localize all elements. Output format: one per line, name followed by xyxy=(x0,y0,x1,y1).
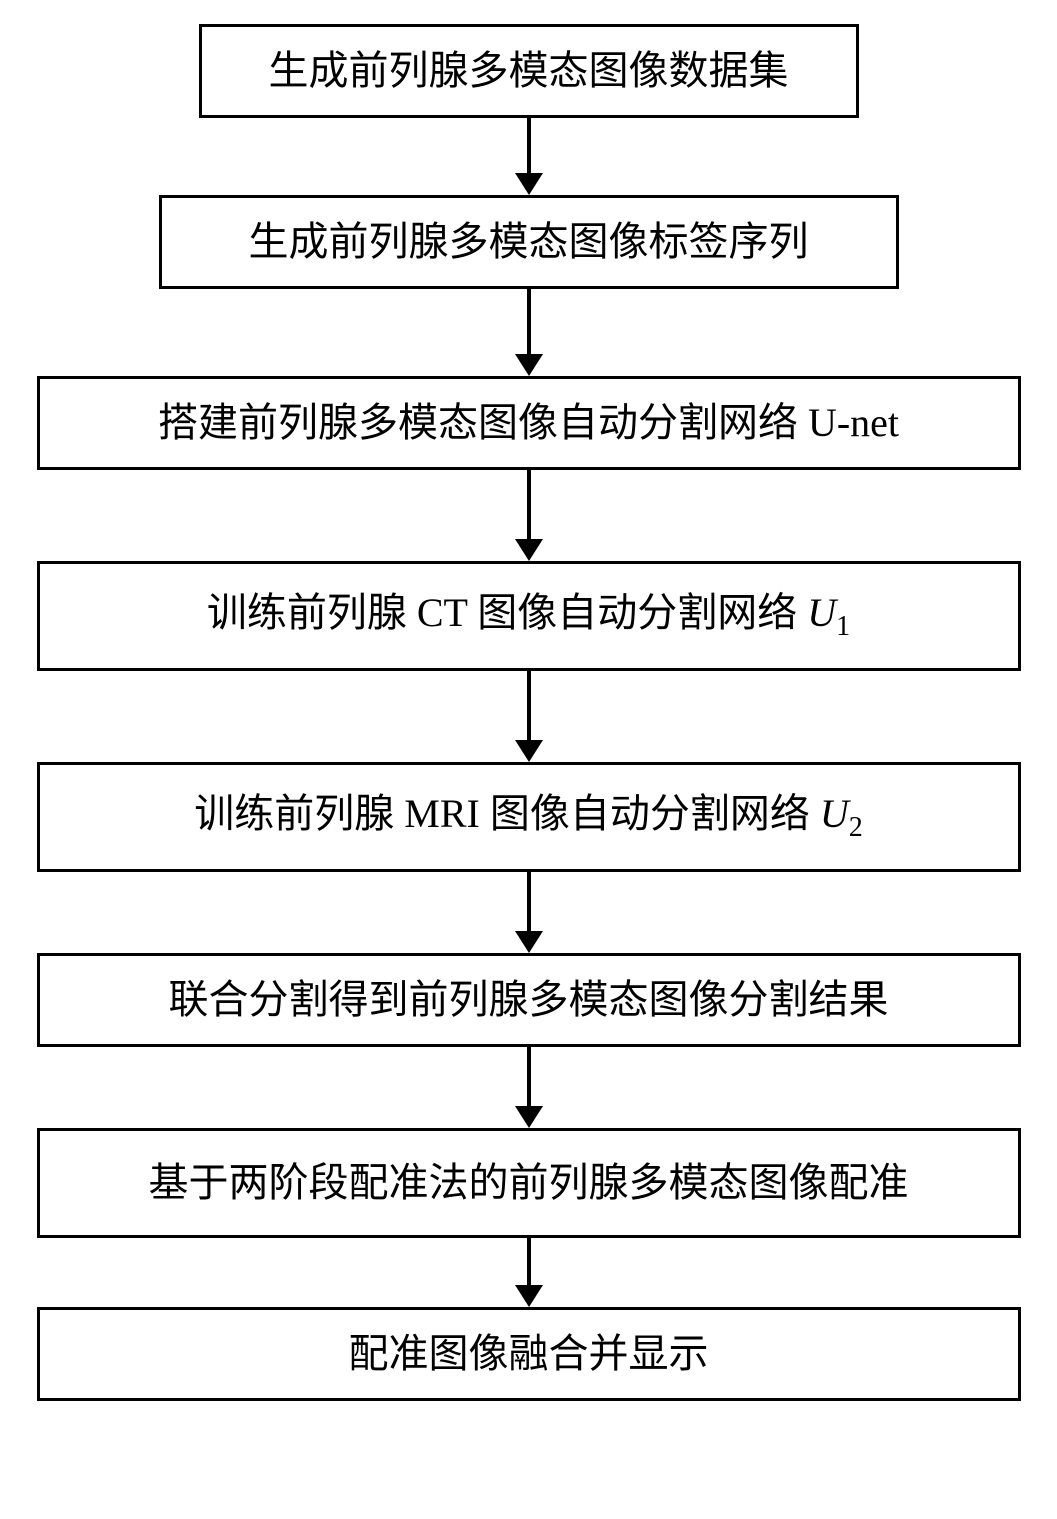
arrow-shaft xyxy=(527,289,531,355)
flow-arrow-6 xyxy=(515,1047,543,1128)
arrow-shaft xyxy=(527,872,531,932)
flow-step-8: 配准图像融合并显示 xyxy=(37,1307,1021,1401)
flow-arrow-4 xyxy=(515,671,543,762)
flow-step-label: 生成前列腺多模态图像标签序列 xyxy=(249,218,809,266)
arrow-head-icon xyxy=(515,740,543,762)
flow-step-2: 生成前列腺多模态图像标签序列 xyxy=(159,195,899,289)
arrow-head-icon xyxy=(515,1285,543,1307)
arrow-head-icon xyxy=(515,1106,543,1128)
arrow-head-icon xyxy=(515,173,543,195)
flow-step-1: 生成前列腺多模态图像数据集 xyxy=(199,24,859,118)
flow-step-4: 训练前列腺 CT 图像自动分割网络 U1 xyxy=(37,561,1021,671)
flow-step-5: 训练前列腺 MRI 图像自动分割网络 U2 xyxy=(37,762,1021,872)
flow-step-label: 训练前列腺 MRI 图像自动分割网络 U2 xyxy=(194,790,862,845)
arrow-shaft xyxy=(527,118,531,174)
flowchart-container: 生成前列腺多模态图像数据集生成前列腺多模态图像标签序列搭建前列腺多模态图像自动分… xyxy=(0,0,1057,1401)
flow-step-label: 训练前列腺 CT 图像自动分割网络 U1 xyxy=(207,589,850,644)
flow-step-6: 联合分割得到前列腺多模态图像分割结果 xyxy=(37,953,1021,1047)
arrow-shaft xyxy=(527,671,531,741)
flow-arrow-2 xyxy=(515,289,543,376)
flow-step-label: 联合分割得到前列腺多模态图像分割结果 xyxy=(169,976,889,1024)
flow-step-label: 搭建前列腺多模态图像自动分割网络 U-net xyxy=(158,399,899,447)
flow-arrow-5 xyxy=(515,872,543,953)
flow-step-3: 搭建前列腺多模态图像自动分割网络 U-net xyxy=(37,376,1021,470)
flow-arrow-1 xyxy=(515,118,543,195)
arrow-shaft xyxy=(527,1238,531,1286)
flow-step-7: 基于两阶段配准法的前列腺多模态图像配准 xyxy=(37,1128,1021,1238)
flow-step-label: 基于两阶段配准法的前列腺多模态图像配准 xyxy=(149,1159,909,1207)
flow-step-label: 生成前列腺多模态图像数据集 xyxy=(269,47,789,95)
arrow-head-icon xyxy=(515,931,543,953)
arrow-shaft xyxy=(527,470,531,540)
flow-arrow-3 xyxy=(515,470,543,561)
arrow-head-icon xyxy=(515,354,543,376)
flow-step-label: 配准图像融合并显示 xyxy=(349,1330,709,1378)
flow-arrow-7 xyxy=(515,1238,543,1307)
arrow-head-icon xyxy=(515,539,543,561)
arrow-shaft xyxy=(527,1047,531,1107)
